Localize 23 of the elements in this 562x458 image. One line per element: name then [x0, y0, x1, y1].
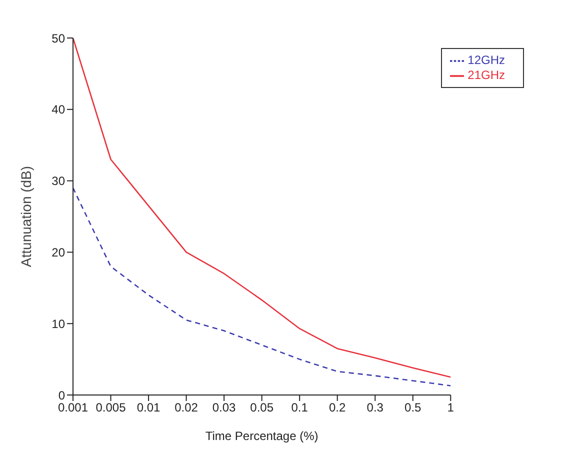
x-tick-label: 0.1	[291, 400, 308, 415]
x-tick-label: 0.2	[329, 400, 346, 415]
y-tick-label: 20	[52, 245, 66, 260]
y-tick-label: 0	[58, 388, 66, 402]
legend-label: 12GHz	[468, 53, 505, 67]
y-tick-label: 30	[52, 174, 66, 188]
x-tick-label: 0.05	[250, 400, 274, 415]
y-tick-label: 40	[52, 102, 66, 117]
x-tick-label: 0.005	[96, 400, 126, 415]
y-tick-label: 50	[52, 31, 66, 46]
x-tick-label: 0.3	[366, 400, 384, 415]
y-tick-label: 10	[52, 316, 66, 331]
y-axis-title: Attunuation (dB)	[18, 166, 34, 268]
line-series	[73, 187, 451, 386]
x-tick-label: 0.5	[404, 400, 422, 415]
legend-label: 21GHz	[468, 68, 505, 82]
x-tick-label: 0.03	[212, 400, 236, 415]
line-series	[73, 38, 451, 378]
x-tick-label: 0.01	[136, 400, 161, 415]
x-tick-label: 0.001	[58, 400, 88, 415]
x-tick-label: 0.02	[174, 400, 198, 415]
x-tick-label: 1	[447, 400, 454, 415]
x-axis-title: Time Percentage (%)	[205, 429, 318, 443]
